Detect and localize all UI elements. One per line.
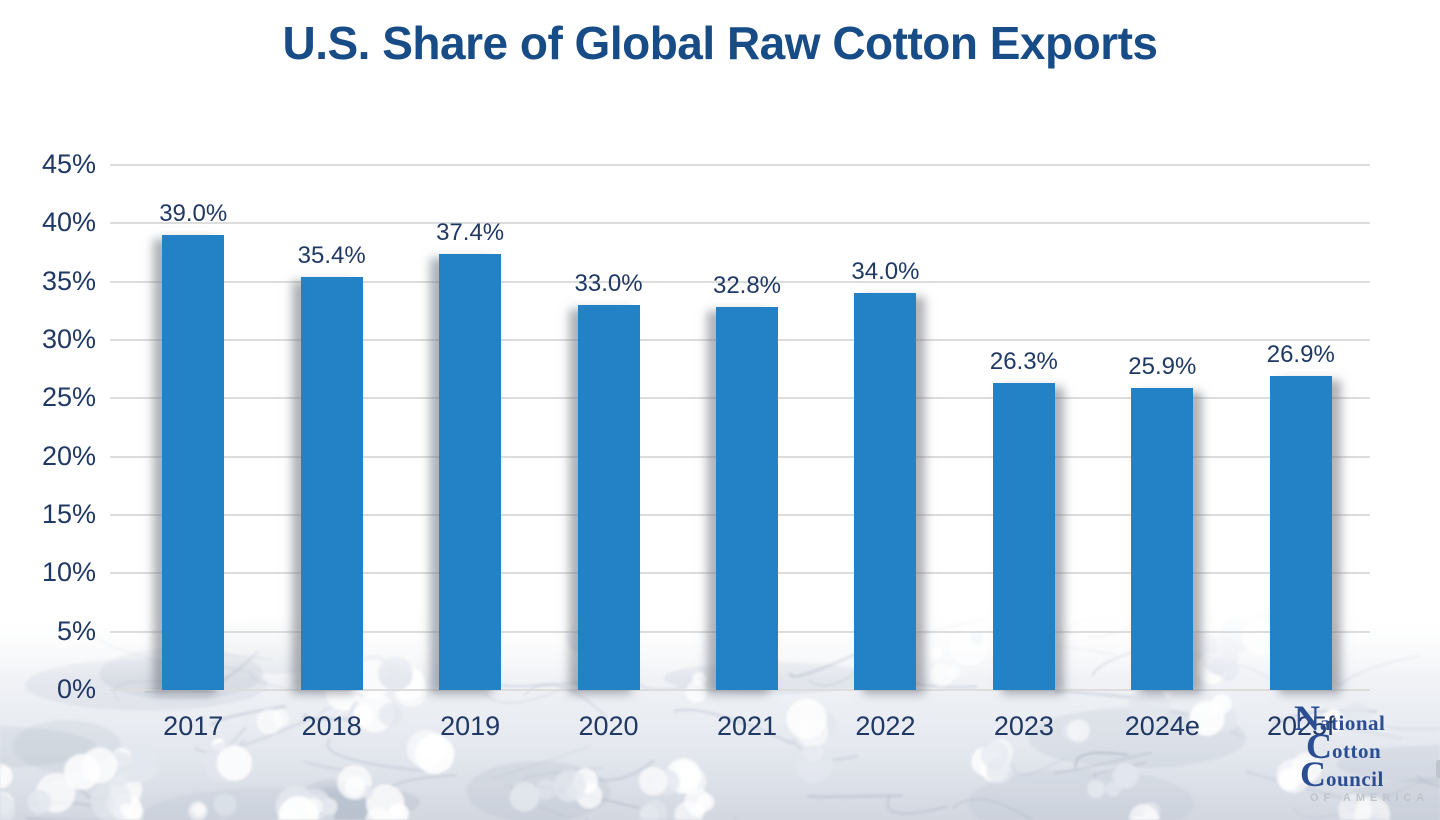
bar-value-label: 32.8% — [712, 272, 782, 300]
y-axis-tick-label: 45% — [41, 149, 96, 179]
y-axis-tick-label: 5% — [56, 615, 96, 646]
y-axis-tick-label: 15% — [41, 499, 96, 529]
x-axis-tick-label: 2020 — [578, 711, 639, 741]
y-axis-tick-label: 30% — [41, 324, 96, 354]
bar-value-label: 33.0% — [574, 270, 643, 297]
logo-tagline: OF AMERICA — [1310, 792, 1430, 804]
y-axis-tick-label: 35% — [41, 265, 96, 296]
gridline — [110, 222, 1370, 225]
bar-2025f — [1269, 376, 1332, 690]
x-axis-tick-label: 2025f — [1266, 711, 1335, 741]
y-axis-tick-label: 0% — [56, 674, 96, 704]
bar-value-label: 26.9% — [1266, 341, 1335, 369]
y-axis-tick-label: 25% — [41, 382, 96, 413]
logo-emblem-icon — [1436, 760, 1440, 778]
bar-2020 — [577, 305, 640, 690]
bar-2021 — [716, 307, 778, 690]
x-axis-tick-label: 2018 — [301, 711, 362, 741]
x-axis-tick-label: 2019 — [440, 711, 501, 741]
gridline — [110, 164, 1370, 166]
bar-2024e — [1131, 387, 1194, 690]
bar-2023 — [992, 383, 1055, 690]
bar-value-label: 39.0% — [159, 200, 228, 227]
bar-value-label: 35.4% — [297, 242, 366, 269]
bar-2022 — [854, 293, 917, 690]
y-axis-tick-label: 40% — [41, 207, 96, 238]
gridline — [110, 689, 1370, 691]
bar-value-label: 34.0% — [851, 258, 920, 286]
bar-2019 — [439, 253, 502, 690]
x-axis-tick-label: 2022 — [855, 711, 916, 741]
bar-2018 — [300, 277, 363, 690]
bar-value-label: 26.3% — [989, 348, 1058, 376]
bar-2017 — [162, 235, 225, 690]
x-axis-tick-label: 2017 — [163, 711, 224, 741]
chart-title: U.S. Share of Global Raw Cotton Exports — [282, 17, 1158, 69]
x-axis-tick-label: 2021 — [716, 711, 778, 741]
y-axis-tick-label: 10% — [41, 557, 96, 588]
x-axis-tick-label: 2024e — [1124, 711, 1200, 741]
x-axis-tick-label: 2023 — [993, 711, 1054, 741]
y-axis-tick-label: 20% — [41, 440, 96, 471]
gridline — [110, 280, 1370, 283]
bar-value-label: 25.9% — [1128, 352, 1197, 380]
bar-value-label: 37.4% — [436, 218, 505, 246]
